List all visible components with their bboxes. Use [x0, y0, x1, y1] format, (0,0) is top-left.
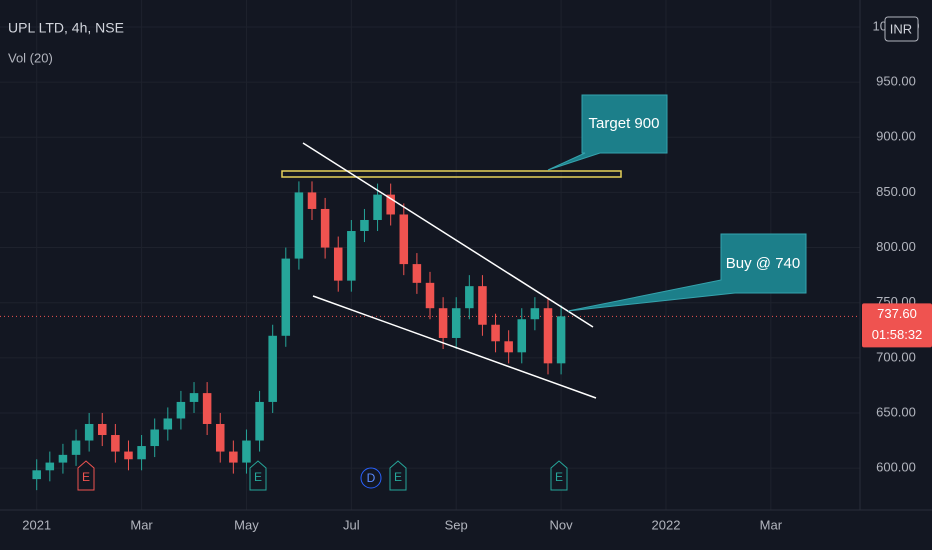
- candle-body: [451, 308, 461, 338]
- events: E E D E E: [77, 460, 568, 491]
- candle-body: [163, 418, 173, 430]
- candle-body: [517, 319, 527, 353]
- target-zone: [281, 170, 622, 178]
- chart-subtitle: Vol (20): [8, 50, 53, 65]
- x-tick-label: Sep: [445, 517, 468, 532]
- candle-body: [386, 194, 395, 215]
- candle-body: [189, 393, 199, 402]
- x-tick-label: Mar: [760, 517, 783, 532]
- candle-body: [202, 393, 212, 424]
- candle-body: [124, 451, 133, 460]
- candle-body: [412, 264, 422, 283]
- callout: [567, 233, 807, 312]
- y-tick-label: 850.00: [876, 184, 916, 199]
- candle-body: [71, 440, 81, 455]
- event-badge: [389, 460, 407, 491]
- y-tick-label: 700.00: [876, 349, 916, 364]
- price-box: [862, 303, 932, 348]
- candle-body: [504, 341, 513, 353]
- candle-body: [556, 316, 566, 364]
- candle-body: [84, 423, 94, 441]
- candle-body: [97, 423, 107, 436]
- candle-body: [333, 247, 343, 281]
- countdown: 01:58:32: [872, 327, 923, 342]
- candle-body: [478, 286, 487, 325]
- event-label: E: [394, 470, 402, 484]
- y-tick-label: 900.00: [876, 129, 916, 144]
- event-label: E: [254, 470, 262, 484]
- event-label: E: [555, 470, 563, 484]
- trendline: [312, 295, 597, 399]
- candle-body: [176, 401, 186, 419]
- candle-body: [137, 446, 146, 460]
- candle-body: [268, 335, 277, 402]
- annotation: Target 900: [589, 115, 660, 132]
- event-badge: [77, 460, 95, 491]
- y-tick-label: 650.00: [876, 404, 916, 419]
- candles: [32, 181, 566, 491]
- candle-body: [320, 208, 330, 248]
- candle-body: [45, 462, 55, 471]
- x-tick-label: 2021: [22, 517, 51, 532]
- currency: INR: [890, 21, 912, 36]
- candle-body: [215, 423, 225, 452]
- candle-body: [373, 194, 382, 220]
- x-tick-label: Nov: [550, 517, 574, 532]
- axis-labels: 600.00650.00700.00750.00800.00850.00900.…: [22, 18, 919, 532]
- candle-body: [32, 470, 41, 480]
- y-tick-label: 950.00: [876, 74, 916, 89]
- candle-body: [530, 308, 540, 320]
- candle-body: [307, 192, 317, 209]
- candle-body: [111, 435, 120, 452]
- candle-body: [294, 192, 304, 259]
- callout: [547, 94, 668, 171]
- y-tick-label: 600.00: [876, 460, 916, 475]
- candle-body: [425, 282, 435, 309]
- candle-body: [255, 401, 264, 441]
- candle-body: [242, 440, 251, 463]
- candle-body: [58, 454, 68, 463]
- candle-body: [281, 258, 291, 336]
- candle-body: [491, 324, 500, 342]
- event-label: D: [367, 471, 376, 485]
- x-tick-label: May: [234, 517, 259, 532]
- candle-body: [150, 429, 159, 447]
- event-badge: [550, 460, 568, 491]
- event-badge: [360, 467, 382, 489]
- currency-box: [884, 16, 919, 42]
- event-badge: [249, 460, 267, 491]
- candle-body: [229, 451, 238, 463]
- trendline: [302, 142, 594, 328]
- chart-title: UPL LTD, 4h, NSE: [8, 20, 124, 36]
- candle-body: [465, 286, 474, 309]
- candle-body: [543, 308, 553, 364]
- candle-body: [438, 308, 448, 338]
- y-tick-label: 800.00: [876, 239, 916, 254]
- candle-body: [399, 214, 409, 265]
- last-price: 737.60: [877, 306, 917, 321]
- annotation: Buy @ 740: [726, 255, 800, 272]
- x-tick-label: 2022: [652, 517, 681, 532]
- candle-body: [347, 231, 356, 281]
- x-tick-label: Mar: [130, 517, 153, 532]
- x-tick-label: Jul: [343, 517, 360, 532]
- event-label: E: [82, 470, 90, 484]
- candle-body: [360, 219, 369, 232]
